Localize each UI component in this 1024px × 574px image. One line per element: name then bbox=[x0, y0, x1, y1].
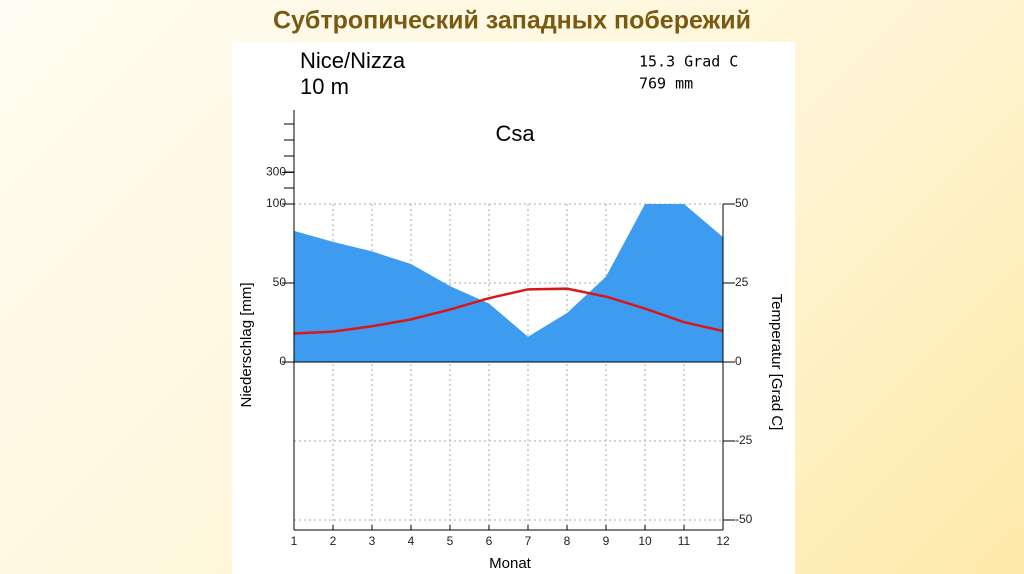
y2-tick-label: 25 bbox=[735, 275, 749, 289]
x-axis-label: Monat bbox=[489, 555, 532, 572]
y-tick-label: 300 bbox=[266, 165, 286, 179]
station: Nice/Nizza bbox=[300, 48, 406, 73]
x-tick-label: 10 bbox=[638, 534, 652, 548]
x-tick-label: 8 bbox=[564, 534, 571, 548]
y2-tick-label: 50 bbox=[735, 196, 749, 210]
y2-axis-label: Temperatur [Grad C] bbox=[768, 294, 785, 431]
mean-temperature: 15.3 Grad C bbox=[639, 53, 738, 71]
y-tick-label: 50 bbox=[273, 275, 287, 289]
y-tick-label: 0 bbox=[279, 354, 286, 368]
y-axis-label: Niederschlag [mm] bbox=[238, 282, 255, 407]
y2-tick-label: -50 bbox=[735, 512, 753, 526]
temperature-line bbox=[293, 287, 724, 335]
climate-class: Csa bbox=[495, 121, 535, 146]
x-tick-label: 5 bbox=[447, 534, 454, 548]
x-tick-label: 11 bbox=[678, 534, 691, 548]
y2-tick-label: -25 bbox=[735, 433, 753, 447]
precipitation-area bbox=[294, 204, 723, 362]
x-tick-label: 4 bbox=[408, 534, 415, 548]
slide-title: Субтропический западных побережий bbox=[273, 7, 751, 35]
x-tick-label: 9 bbox=[603, 534, 610, 548]
x-tick-label: 2 bbox=[330, 534, 337, 548]
x-tick-label: 12 bbox=[716, 534, 730, 548]
elevation: 10 m bbox=[300, 74, 349, 99]
x-tick-label: 6 bbox=[486, 534, 493, 548]
x-tick-label: 3 bbox=[369, 534, 376, 548]
x-tick-label: 7 bbox=[525, 534, 532, 548]
y-tick-label: 100 bbox=[266, 196, 286, 210]
annual-precipitation: 769 mm bbox=[639, 75, 693, 93]
y2-tick-label: 0 bbox=[735, 354, 742, 368]
x-tick-label: 1 bbox=[291, 534, 298, 548]
